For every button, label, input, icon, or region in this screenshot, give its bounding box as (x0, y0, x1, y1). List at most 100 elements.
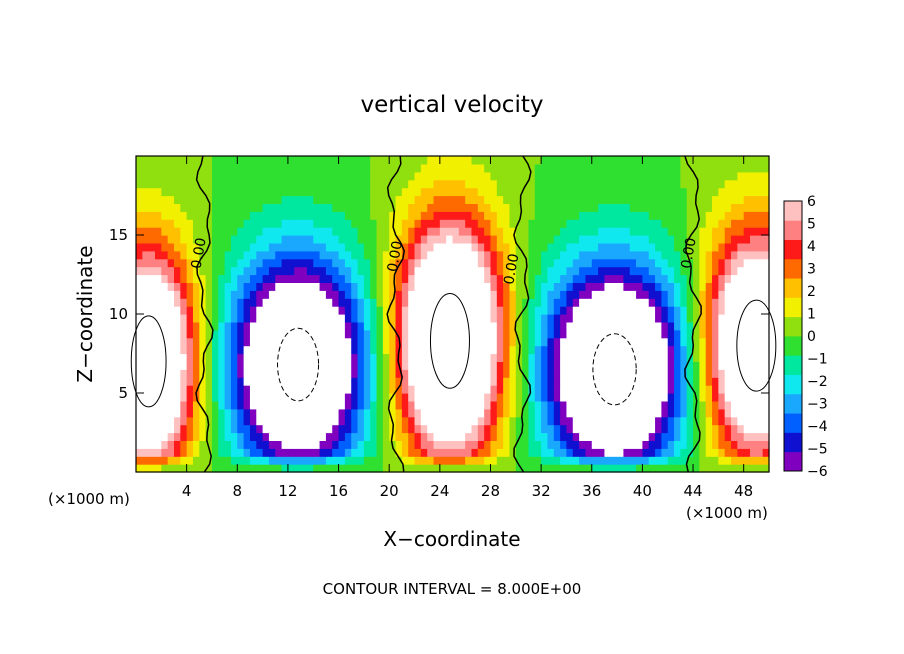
heatmap-cell (224, 203, 232, 212)
heatmap-cell (294, 456, 302, 465)
heatmap-cell (458, 400, 466, 410)
heatmap-cell (750, 408, 757, 418)
heatmap-cell (496, 337, 504, 347)
heatmap-cell (509, 432, 517, 441)
heatmap-cell (503, 203, 511, 212)
heatmap-cell (693, 448, 700, 457)
heatmap-cell (136, 163, 143, 173)
heatmap-cell (433, 314, 441, 323)
heatmap-cell (230, 337, 238, 347)
heatmap-cell (382, 203, 390, 212)
heatmap-cell (699, 211, 707, 220)
heatmap-cell (471, 163, 479, 173)
heatmap-cell (325, 171, 333, 181)
heatmap-cell (249, 424, 257, 434)
heatmap-cell (743, 298, 751, 307)
heatmap-cell (446, 432, 454, 441)
heatmap-cell (148, 187, 156, 197)
heatmap-cell (395, 250, 403, 260)
heatmap-cell (389, 179, 397, 189)
heatmap-cell (604, 456, 612, 465)
heatmap-cell (376, 250, 384, 260)
heatmap-cell (674, 464, 681, 473)
heatmap-cell (528, 258, 536, 268)
heatmap-cell (370, 464, 378, 473)
heatmap-cell (237, 424, 245, 434)
heatmap-cell (547, 187, 555, 197)
heatmap-cell (192, 353, 200, 362)
heatmap-cell (547, 393, 555, 402)
heatmap-cell (585, 306, 593, 315)
heatmap-cell (750, 282, 757, 291)
heatmap-cell (743, 290, 751, 299)
colorbar-tick-label: 1 (807, 307, 816, 323)
heatmap-cell (465, 416, 473, 426)
heatmap-cell (439, 321, 447, 331)
heatmap-cell (357, 353, 365, 362)
heatmap-cell (471, 314, 479, 323)
heatmap-cell (579, 385, 587, 394)
heatmap-cell (294, 266, 302, 276)
heatmap-cell (674, 187, 681, 197)
heatmap-cell (186, 306, 194, 315)
heatmap-cell (743, 203, 751, 212)
heatmap-cell (256, 203, 264, 212)
colorbar-frame (783, 200, 803, 472)
heatmap-cell (731, 456, 738, 465)
heatmap-cell (230, 393, 238, 402)
heatmap-cell (173, 242, 181, 252)
heatmap-cell (268, 321, 276, 331)
heatmap-cell (186, 408, 194, 418)
heatmap-cell (655, 361, 662, 370)
heatmap-cell (401, 203, 409, 212)
heatmap-cell (674, 424, 681, 434)
heatmap-cell (224, 345, 232, 355)
heatmap-cell (705, 242, 713, 252)
heatmap-cell (629, 456, 637, 465)
heatmap-cell (705, 235, 713, 244)
heatmap-cell (458, 377, 466, 386)
heatmap-cell (313, 464, 321, 473)
heatmap-cell (547, 432, 555, 441)
heatmap-cell (623, 250, 631, 260)
heatmap-cell (439, 432, 447, 441)
heatmap-cell (598, 274, 606, 283)
heatmap-cell (161, 424, 169, 434)
heatmap-cell (490, 290, 498, 299)
heatmap-cell (154, 448, 162, 457)
heatmap-cell (389, 163, 397, 173)
heatmap-cell (655, 163, 662, 173)
heatmap-cell (376, 448, 384, 457)
heatmap-cell (325, 400, 333, 410)
heatmap-cell (452, 242, 460, 252)
heatmap-cell (528, 250, 536, 260)
heatmap-cell (693, 377, 700, 386)
heatmap-cell (762, 227, 770, 236)
heatmap-cell (560, 242, 568, 252)
heatmap-cell (287, 298, 295, 307)
heatmap-cell (509, 377, 517, 386)
heatmap-cell (363, 163, 371, 173)
heatmap-cell (661, 156, 669, 165)
heatmap-cell (218, 163, 226, 173)
heatmap-cell (395, 329, 403, 339)
heatmap-cell (148, 156, 156, 165)
heatmap-cell (275, 306, 283, 315)
heatmap-cell (211, 416, 219, 426)
heatmap-cell (414, 227, 422, 236)
heatmap-cell (376, 203, 384, 212)
heatmap-cell (509, 361, 517, 370)
heatmap-cell (243, 448, 251, 457)
heatmap-cell (515, 250, 523, 260)
heatmap-cell (427, 361, 435, 370)
heatmap-cell (414, 187, 422, 197)
heatmap-cell (560, 282, 568, 291)
heatmap-cell (610, 314, 618, 323)
heatmap-cell (756, 361, 764, 370)
heatmap-cell (237, 203, 245, 212)
heatmap-cell (142, 456, 150, 465)
heatmap-cell (173, 266, 181, 276)
heatmap-cell (743, 369, 751, 378)
heatmap-cell (718, 361, 726, 370)
heatmap-cell (465, 179, 473, 189)
